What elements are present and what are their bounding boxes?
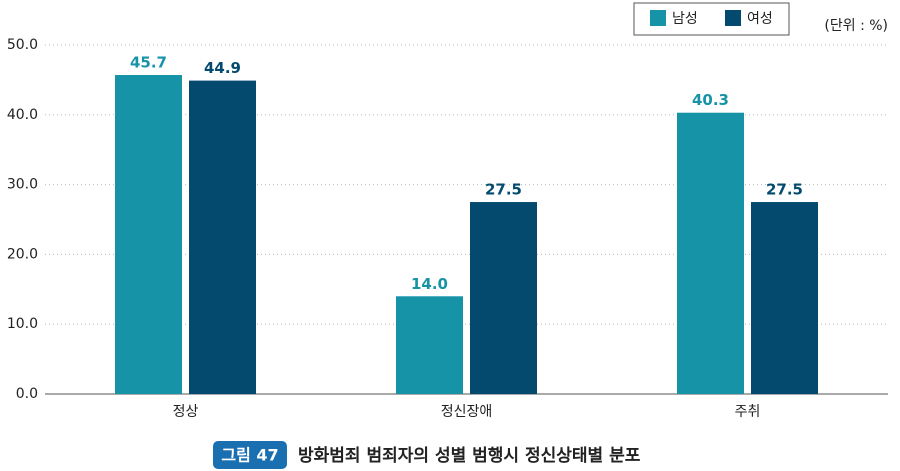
y-tick-label: 0.0 [16, 386, 38, 402]
value-label: 14.0 [411, 275, 448, 293]
unit-label: (단위 : %) [824, 18, 888, 34]
bar [751, 202, 818, 394]
value-label: 40.3 [692, 91, 729, 109]
legend-label: 여성 [747, 11, 773, 27]
bar [470, 202, 537, 394]
bar [189, 80, 256, 395]
bar [115, 75, 182, 394]
value-label: 27.5 [766, 181, 803, 199]
value-label: 27.5 [485, 181, 522, 199]
figure-label: 그림 47 [221, 446, 278, 465]
x-tick-label: 정신장애 [441, 404, 493, 420]
figure-badge [213, 441, 287, 469]
y-tick-label: 20.0 [7, 246, 38, 262]
legend-swatch [650, 10, 666, 26]
legend-swatch [725, 10, 741, 26]
value-label: 45.7 [130, 54, 167, 72]
value-label: 44.9 [204, 59, 241, 77]
y-tick-label: 10.0 [7, 316, 38, 332]
y-tick-label: 50.0 [7, 37, 38, 53]
chart-title: 방화범죄 범죄자의 성별 범행시 정신상태별 분포 [298, 446, 641, 466]
x-tick-label: 정상 [173, 404, 199, 420]
x-tick-label: 주취 [735, 404, 761, 420]
y-tick-label: 30.0 [7, 177, 38, 193]
y-tick-label: 40.0 [7, 107, 38, 123]
bar [677, 112, 744, 395]
legend-label: 남성 [672, 11, 698, 27]
bar [396, 296, 463, 394]
